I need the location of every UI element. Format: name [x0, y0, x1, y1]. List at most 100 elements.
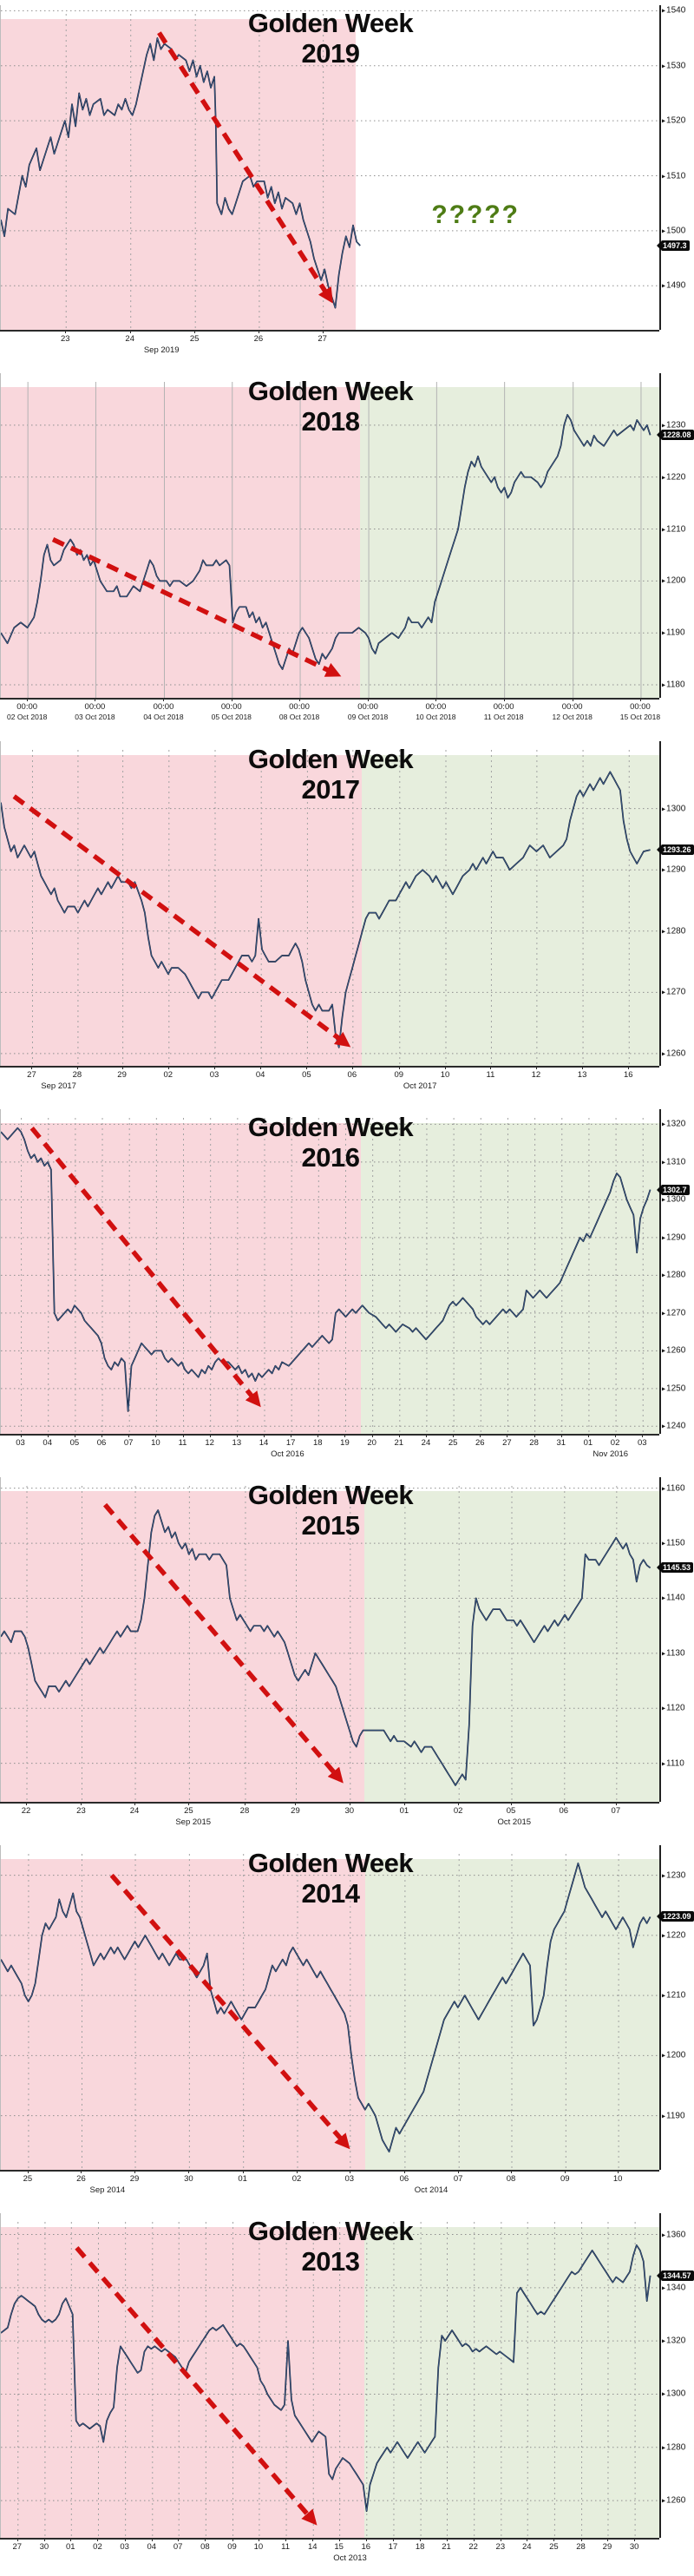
x-tickmark: [188, 2170, 190, 2173]
x-tickmark: [642, 1434, 644, 1437]
x-tickmark: [565, 2170, 566, 2173]
x-tickmark: [151, 2538, 153, 2541]
x-tickmark: [634, 2538, 636, 2541]
x-tickmark: [615, 1802, 617, 1805]
y-axis-2015: ▸1160 ▸1150 ▸1140 ▸1130 ▸1120 ▸1110 1145.53: [659, 1477, 694, 1802]
month-label: Oct 2013: [333, 2553, 367, 2563]
x-tickmark: [351, 1066, 353, 1069]
x-tick-label: 25: [23, 2174, 33, 2184]
month-label: Sep 2014: [89, 2185, 126, 2195]
x-axis-2013: 27 30 01 02 03 04 07 08 09 10 11 14 15 16 17 18 21 22 23 24…: [0, 2538, 659, 2576]
x-tickmark: [182, 1434, 184, 1437]
x-tickmark: [264, 1434, 265, 1437]
x-tickmark: [458, 2170, 460, 2173]
x-tick-label: 23: [60, 334, 70, 344]
x-axis-2017: 27 28 29 02 03 04 05 06 09 10 11 12 13 16 Sep 2017 Oct …: [0, 1066, 659, 1104]
x-tick-label: 06: [559, 1806, 569, 1816]
x-tick-label: 11: [486, 1070, 495, 1080]
tick-arrow-icon: ▸: [662, 1539, 666, 1548]
x-tickmark: [194, 330, 196, 333]
x-tick-label: 02: [163, 1070, 174, 1080]
x-tick-label: 30: [39, 2542, 49, 2552]
tick-arrow-icon: ▸: [662, 525, 666, 534]
x-tickmark: [129, 330, 131, 333]
y-tick-label: ▸1280: [662, 1270, 686, 1280]
x-tickmark: [214, 1066, 215, 1069]
x-tickmark: [101, 1434, 103, 1437]
x-tick-label: 03: [344, 2174, 355, 2184]
y-axis-2013: ▸1360 ▸1340 ▸1320 ▸1300 ▸1280 ▸1260 1344.57: [659, 2213, 694, 2538]
x-tick-label: 16: [623, 1070, 633, 1080]
x-tick-date: 11 Oct 2018: [483, 713, 524, 721]
golden-week-shade: [1, 19, 356, 330]
tick-arrow-icon: ▸: [662, 1759, 666, 1768]
decline-arrow: [102, 1502, 344, 1784]
x-tick-label: 22: [21, 1806, 31, 1816]
y-tick-label: ▸1540: [662, 5, 686, 16]
y-tick-label: ▸1290: [662, 864, 686, 875]
x-tickmark: [425, 1434, 427, 1437]
x-tick-label: 03: [16, 1438, 25, 1448]
chart-title-text: Golden Week: [247, 376, 414, 406]
x-tick-date: 12 Oct 2018: [552, 713, 593, 721]
x-tick-label: 02: [93, 2542, 102, 2552]
x-tick-label: 00:00 03 Oct 2018: [75, 702, 115, 721]
tick-arrow-icon: ▸: [662, 62, 666, 70]
chart-title-year: 2016: [301, 1141, 360, 1173]
tick-arrow-icon: ▸: [662, 1594, 666, 1602]
tick-arrow-icon: ▸: [662, 2496, 666, 2505]
decline-arrow: [109, 1873, 350, 2150]
x-tickmark: [81, 1802, 82, 1805]
x-tickmark: [242, 2170, 244, 2173]
x-tick-label: 26: [253, 334, 264, 344]
x-tick-label: 12: [205, 1438, 214, 1448]
decline-arrow: [75, 2246, 318, 2526]
x-tick-date: 10 Oct 2018: [416, 713, 456, 721]
x-tick-label: 15: [334, 2542, 344, 2552]
x-tickmark: [97, 2538, 99, 2541]
x-tick-label: 23: [76, 1806, 86, 1816]
x-tick-label: 07: [123, 1438, 134, 1448]
x-tickmark: [503, 698, 505, 701]
y-tick-label: ▸1300: [662, 2389, 686, 2399]
x-tick-label: 25: [189, 334, 200, 344]
x-tick-label: 26: [475, 1438, 485, 1448]
x-tick-date: 04 Oct 2018: [143, 713, 184, 721]
y-tick-label: ▸1210: [662, 524, 686, 535]
y-tick-label: ▸1260: [662, 1345, 686, 1356]
price-line: [1, 414, 651, 670]
x-tick-label: 26: [76, 2174, 86, 2184]
x-tickmark: [31, 1066, 33, 1069]
x-tickmark: [124, 2538, 126, 2541]
x-tick-label: 13: [577, 1070, 587, 1080]
tick-arrow-icon: ▸: [662, 6, 666, 15]
x-tick-label: 04: [43, 1438, 53, 1448]
x-tick-label: 28: [576, 2542, 586, 2552]
y-tick-label: ▸1280: [662, 926, 686, 936]
y-tick-label: ▸1160: [662, 1483, 685, 1494]
x-tick-label: 06: [347, 1070, 357, 1080]
x-tick-label: 03: [120, 2542, 129, 2552]
last-price-tag: 1145.53: [661, 1562, 694, 1574]
x-tick-label: 25: [184, 1806, 193, 1816]
x-tick-label: 07: [173, 2542, 183, 2552]
x-tickmark: [295, 1802, 297, 1805]
x-tick-label: 10: [612, 2174, 623, 2184]
tick-arrow-icon: ▸: [662, 1049, 666, 1058]
x-tick-label: 09: [394, 1070, 404, 1080]
x-tick-label: 24: [129, 1806, 140, 1816]
x-tick-label: 01: [238, 2174, 247, 2184]
chart-title-year: 2019: [301, 37, 360, 69]
x-tickmark: [582, 1066, 584, 1069]
tick-arrow-icon: ▸: [662, 1704, 666, 1712]
tick-arrow-icon: ▸: [662, 2284, 666, 2292]
x-tick-label: 05: [302, 1070, 311, 1080]
y-tick-label: ▸1360: [662, 2230, 686, 2240]
decline-arrow: [29, 1126, 261, 1408]
x-tick-label: 25: [549, 2542, 559, 2552]
tick-arrow-icon: ▸: [662, 473, 666, 482]
y-tick-label: ▸1500: [662, 226, 686, 236]
x-tick-label: 04: [147, 2542, 157, 2552]
y-tick-label: ▸1190: [662, 2111, 685, 2121]
